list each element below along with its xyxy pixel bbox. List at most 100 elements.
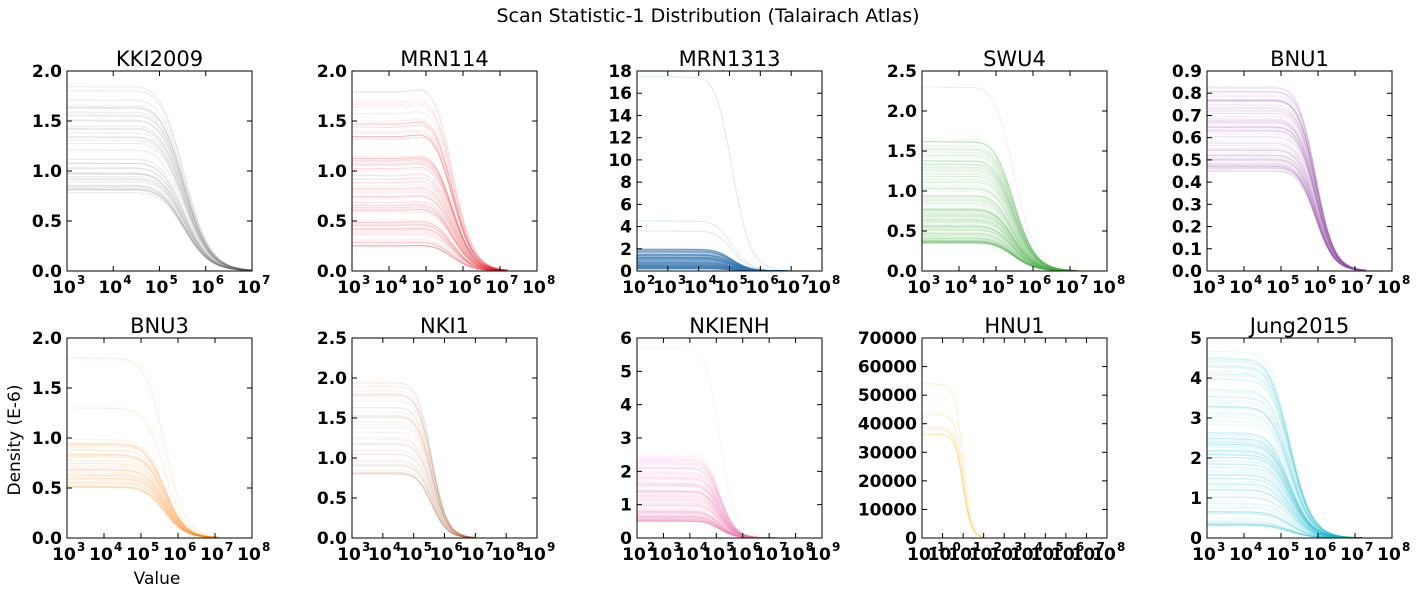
density-curve: [67, 472, 219, 539]
y-tick-label: 3: [620, 429, 632, 449]
density-curve: [1207, 165, 1367, 271]
x-tick-label: 10: [1266, 545, 1290, 565]
density-curve: [922, 236, 1078, 272]
y-tick-label: 0.0: [32, 529, 62, 549]
density-curve: [1207, 167, 1367, 271]
x-tick-exponent: 7: [1365, 540, 1373, 554]
density-curve: [922, 229, 1078, 272]
y-tick-label: 10000: [858, 500, 917, 520]
density-curve: [637, 492, 778, 539]
density-curve: [1207, 145, 1367, 271]
x-tick-exponent: 7: [485, 540, 493, 554]
density-curve: [352, 158, 508, 271]
density-curve: [352, 229, 508, 272]
density-curve: [922, 228, 1078, 272]
density-curve: [67, 449, 219, 538]
density-curve: [352, 154, 508, 271]
density-curve: [922, 141, 1078, 272]
density-curve: [67, 454, 219, 538]
density-curve: [1207, 370, 1363, 539]
density-curve: [352, 124, 508, 271]
y-tick-label: 10: [608, 151, 632, 171]
density-curve: [922, 172, 1078, 272]
axes-frame: [1206, 337, 1393, 539]
density-curve: [352, 393, 476, 538]
x-tick-exponent: 9: [832, 540, 840, 554]
density-curve: [1207, 423, 1363, 539]
density-curve: [352, 224, 508, 272]
density-curve: [1206, 361, 1363, 539]
density-curve: [637, 461, 778, 539]
y-tick-label: 30000: [858, 443, 917, 463]
density-curve: [637, 492, 778, 539]
density-curve: [922, 221, 1078, 272]
density-curve: [1207, 110, 1367, 271]
x-tick-exponent: 3: [1014, 540, 1022, 554]
density-curve: [1207, 111, 1367, 271]
x-tick-label: 10: [1192, 545, 1216, 565]
density-curve: [637, 472, 778, 539]
y-tick-label: 8: [620, 173, 632, 193]
density-curve: [352, 394, 476, 538]
density-curve: [922, 433, 984, 538]
x-tick-label: 10: [1266, 278, 1290, 298]
density-curve: [922, 140, 1078, 272]
density-curve: [352, 194, 508, 272]
density-curve: [922, 241, 1078, 272]
density-curve: [67, 449, 219, 538]
density-curve: [637, 453, 778, 539]
density-curve: [1207, 449, 1363, 539]
density-curve: [637, 474, 778, 539]
density-curve: [1207, 109, 1367, 271]
series-curves: [66, 86, 253, 272]
density-curve: [1207, 113, 1367, 271]
density-curve: [922, 242, 1078, 272]
density-curve: [1207, 159, 1367, 271]
density-curve: [1207, 86, 1367, 271]
density-curve: [922, 232, 1078, 272]
density-curve: [67, 444, 219, 538]
y-tick-label: 50000: [858, 386, 917, 406]
density-curve: [1207, 438, 1363, 539]
y-tick-label: 60000: [858, 358, 917, 378]
density-curve: [1207, 170, 1367, 272]
subplot-title: HNU1: [984, 314, 1044, 338]
density-curve: [922, 235, 1078, 272]
x-tick-label: 10: [728, 545, 752, 565]
density-curve: [1207, 90, 1367, 271]
x-tick-label: 10: [126, 545, 150, 565]
density-curve: [352, 245, 508, 272]
density-curve: [67, 471, 219, 539]
density-curve: [352, 156, 508, 271]
density-curve: [352, 209, 508, 272]
density-curve: [1207, 112, 1367, 271]
density-curve: [67, 162, 253, 271]
density-curve: [922, 195, 1078, 272]
density-curve: [637, 491, 778, 539]
density-curve: [922, 428, 984, 538]
density-curve: [352, 191, 508, 272]
density-curve: [922, 238, 1078, 272]
density-curve: [67, 162, 253, 271]
density-curve: [1207, 104, 1367, 271]
density-curve: [637, 475, 778, 539]
density-curve: [637, 478, 778, 539]
density-curve: [637, 463, 778, 539]
series-curves: [351, 89, 508, 272]
density-curve: [352, 463, 476, 539]
y-tick-label: 1.5: [317, 409, 347, 429]
density-curve: [1207, 478, 1363, 539]
y-tick-label: 5: [620, 362, 632, 382]
density-curve: [351, 89, 508, 271]
density-curve: [922, 233, 1078, 272]
density-curve: [1207, 160, 1367, 271]
y-tick-label: 0.3: [1172, 195, 1202, 215]
density-curve: [1207, 125, 1367, 271]
density-curve: [922, 240, 1078, 272]
density-curve: [922, 209, 1078, 272]
density-curve: [1207, 142, 1367, 271]
y-tick-label: 1.5: [32, 379, 62, 399]
density-curve: [1207, 165, 1367, 271]
density-curve: [1207, 492, 1363, 539]
